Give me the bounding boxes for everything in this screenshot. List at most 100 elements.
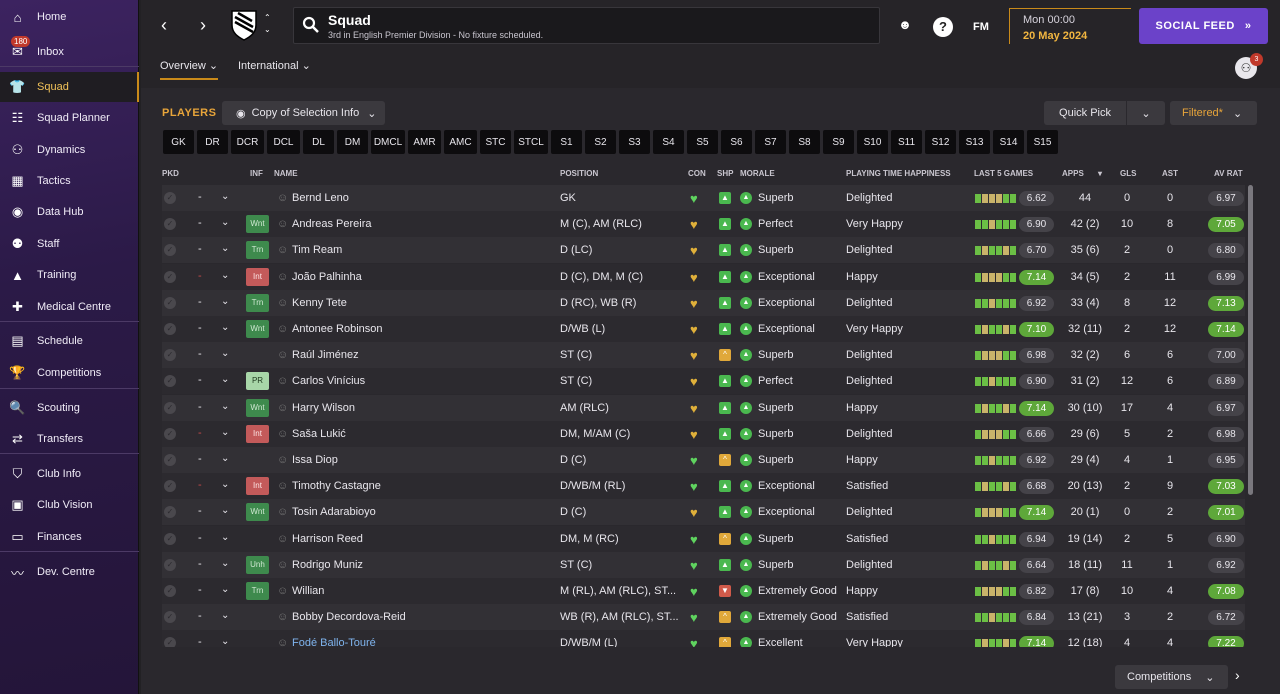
position-chip[interactable]: GK <box>163 130 194 154</box>
col-con[interactable]: CON <box>688 169 706 178</box>
game-date[interactable]: Mon 00:00 20 May 2024 <box>1009 8 1131 44</box>
penalty-pick-toggle[interactable]: ✓ <box>164 349 176 362</box>
col-playing-time[interactable]: PLAYING TIME HAPPINESS <box>846 169 951 178</box>
search-bar[interactable]: Squad 3rd in English Premier Division - … <box>293 7 880 44</box>
social-feed-button[interactable]: SOCIAL FEED » <box>1139 8 1268 44</box>
quick-pick-dropdown[interactable]: ⌄ <box>1127 101 1165 125</box>
next-arrow-icon[interactable]: › <box>1235 667 1240 683</box>
sidebar-item-squad-planner[interactable]: ☷ Squad Planner <box>0 103 139 133</box>
row-chevron-down-icon[interactable]: ⌄ <box>221 295 230 307</box>
col-morale[interactable]: MORALE <box>740 169 775 178</box>
table-row[interactable]: ✓ - ⌄ Int ☺ Timothy Castagne D/WB/M (RL) ♥ ▲ ▲ Exc… <box>162 473 1245 500</box>
table-row[interactable]: ✓ - ⌄ Wnt ☺ Tosin Adarabioyo D (C) ♥ ▲ ▲ Exception… <box>162 499 1245 526</box>
table-row[interactable]: ✓ - ⌄ ☺ Bobby Decordova-Reid WB (R), AM (RLC)… <box>162 604 1245 631</box>
sidebar-item-training[interactable]: ▲ Training <box>0 260 139 290</box>
col-last5[interactable]: LAST 5 GAMES <box>974 169 1034 178</box>
col-apps[interactable]: APPS <box>1062 169 1084 178</box>
row-chevron-down-icon[interactable]: ⌄ <box>221 217 230 229</box>
selection-dash[interactable]: - <box>198 557 202 570</box>
player-name[interactable]: Kenny Tete <box>292 296 347 309</box>
player-name[interactable]: Antonee Robinson <box>292 323 383 335</box>
table-row[interactable]: ✓ - ⌄ ☺ Harrison Reed DM, M (RC) ♥ ^ ▲ Superb Sati… <box>162 525 1245 552</box>
position-chip[interactable]: STC <box>480 130 511 154</box>
row-chevron-down-icon[interactable]: ⌄ <box>221 479 230 491</box>
player-name[interactable]: Raúl Jiménez <box>292 349 359 362</box>
sidebar-item-competitions[interactable]: 🏆 Competitions <box>0 358 139 388</box>
table-row[interactable]: ✓ - ⌄ Int ☺ João Palhinha D (C), DM, M (C) ♥ ▲ ▲ E… <box>162 263 1245 290</box>
position-chip[interactable]: S11 <box>891 130 922 154</box>
penalty-pick-toggle[interactable]: ✓ <box>164 375 176 388</box>
player-name[interactable]: Andreas Pereira <box>292 218 372 231</box>
position-chip[interactable]: S14 <box>993 130 1024 154</box>
selection-dash[interactable]: - <box>198 322 202 334</box>
sidebar-item-dev-centre[interactable]: 〰 Dev. Centre <box>0 557 139 587</box>
position-chip[interactable]: S10 <box>857 130 888 154</box>
table-row[interactable]: ✓ - ⌄ Wnt ☺ Antonee Robinson D/WB (L) ♥ ▲ ▲ Except… <box>162 316 1245 342</box>
back-button[interactable]: ‹ <box>161 15 167 35</box>
col-gls[interactable]: GLS <box>1120 169 1137 178</box>
table-row[interactable]: ✓ - ⌄ Int ☺ Saša Lukić DM, M/AM (C) ♥ ▲ ▲ Superb De… <box>162 420 1245 447</box>
penalty-pick-toggle[interactable]: ✓ <box>164 480 176 493</box>
table-row[interactable]: ✓ - ⌄ Trn ☺ Kenny Tete D (RC), WB (R) ♥ ▲ ▲ Except… <box>162 289 1245 316</box>
filter-dropdown[interactable]: Filtered* ⌄ <box>1170 101 1257 125</box>
selection-dash[interactable]: - <box>198 348 202 361</box>
player-name[interactable]: Rodrigo Muniz <box>292 558 363 571</box>
position-chip[interactable]: S5 <box>687 130 718 154</box>
friends-icon[interactable]: ⚇ 3 <box>1235 53 1263 79</box>
row-chevron-down-icon[interactable]: ⌄ <box>221 400 230 412</box>
sidebar-item-dynamics[interactable]: ⚇ Dynamics <box>0 135 139 165</box>
player-name[interactable]: Tim Ream <box>292 244 343 257</box>
player-name[interactable]: Tosin Adarabioyo <box>292 506 376 519</box>
table-row[interactable]: ✓ - ⌄ ☺ Raúl Jiménez ST (C) ♥ ^ ▲ Superb Delighted… <box>162 342 1245 369</box>
row-chevron-down-icon[interactable]: ⌄ <box>221 426 230 438</box>
sidebar-item-inbox[interactable]: ✉ 180 Inbox <box>0 35 139 67</box>
col-position[interactable]: POSITION <box>560 169 599 178</box>
penalty-pick-toggle[interactable]: ✓ <box>164 427 176 440</box>
row-chevron-down-icon[interactable]: ⌄ <box>221 531 230 543</box>
selection-dash[interactable]: - <box>198 531 202 544</box>
sidebar-item-scouting[interactable]: 🔍 Scouting <box>0 393 139 423</box>
position-chip[interactable]: S12 <box>925 130 956 154</box>
table-row[interactable]: ✓ - ⌄ Trn ☺ Tim Ream D (LC) ♥ ▲ ▲ Superb Delighted 6… <box>162 237 1245 264</box>
row-chevron-down-icon[interactable]: ⌄ <box>221 610 230 622</box>
row-chevron-down-icon[interactable]: ⌄ <box>221 453 230 464</box>
position-chip[interactable]: S7 <box>755 130 786 154</box>
table-row[interactable]: ✓ - ⌄ ☺ Bernd Leno GK ♥ ▲ ▲ Superb Delighted 6.62 44… <box>162 185 1245 211</box>
table-row[interactable]: ✓ - ⌄ Unh ☺ Rodrigo Muniz ST (C) ♥ ▲ ▲ Superb Delig… <box>162 551 1245 578</box>
table-row[interactable]: ✓ - ⌄ ☺ Fodé Ballo-Touré D/WB/M (L) ♥ ^ ▲ Excelle… <box>162 630 1245 647</box>
forward-button[interactable]: › <box>200 15 206 35</box>
col-pkd[interactable]: PKD <box>162 169 179 178</box>
penalty-pick-toggle[interactable]: ✓ <box>164 454 176 466</box>
sidebar-item-club-vision[interactable]: ▣ Club Vision <box>0 490 139 520</box>
player-name[interactable]: Timothy Castagne <box>292 480 381 493</box>
penalty-pick-toggle[interactable]: ✓ <box>164 532 176 545</box>
player-name[interactable]: João Palhinha <box>292 270 362 283</box>
position-chip[interactable]: S6 <box>721 130 752 154</box>
table-row[interactable]: ✓ - ⌄ ☺ Issa Diop D (C) ♥ ^ ▲ Superb Happy 6.92 29 (… <box>162 447 1245 473</box>
sidebar-item-transfers[interactable]: ⇄ Transfers <box>0 424 139 454</box>
sidebar-item-squad[interactable]: 👕 Squad <box>0 72 139 102</box>
col-ast[interactable]: AST <box>1162 169 1178 178</box>
selection-dash[interactable]: - <box>198 505 202 518</box>
table-scrollbar[interactable] <box>1248 185 1253 495</box>
sidebar-item-tactics[interactable]: ▦ Tactics <box>0 166 139 196</box>
brain-icon[interactable]: ☻ <box>898 17 912 32</box>
table-row[interactable]: ✓ - ⌄ Trn ☺ Willian M (RL), AM (RLC), ST... ♥ ▼ ▲… <box>162 578 1245 604</box>
position-chip[interactable]: DCL <box>267 130 300 154</box>
penalty-pick-toggle[interactable]: ✓ <box>164 218 176 231</box>
sidebar-item-finances[interactable]: ▭ Finances <box>0 522 139 552</box>
club-switch-chevrons-icon[interactable]: ⌃ ⌄ <box>264 13 271 34</box>
player-name[interactable]: Fodé Ballo-Touré <box>292 637 376 647</box>
sort-desc-icon[interactable]: ▾ <box>1098 169 1103 178</box>
position-chip[interactable]: AMR <box>408 130 441 154</box>
penalty-pick-toggle[interactable]: ✓ <box>164 637 176 647</box>
selection-dash[interactable]: - <box>198 636 202 647</box>
row-chevron-down-icon[interactable]: ⌄ <box>221 243 230 255</box>
player-name[interactable]: Carlos Vinícius <box>292 375 366 388</box>
tab-overview[interactable]: Overview ⌄ <box>160 59 219 80</box>
player-name[interactable]: Bernd Leno <box>292 192 349 204</box>
selection-dash[interactable]: - <box>198 374 202 387</box>
position-chip[interactable]: STCL <box>514 130 548 154</box>
position-chip[interactable]: S2 <box>585 130 616 154</box>
row-chevron-down-icon[interactable]: ⌄ <box>221 191 230 202</box>
